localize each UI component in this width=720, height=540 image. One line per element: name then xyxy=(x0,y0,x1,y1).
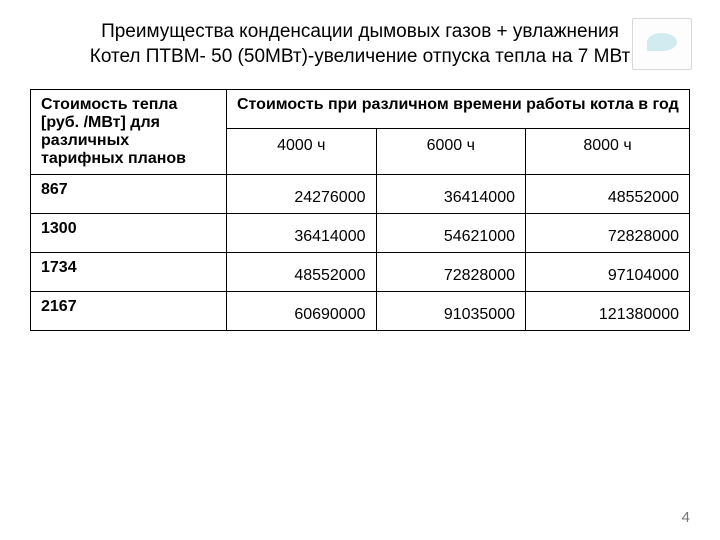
value-cell: 36414000 xyxy=(376,175,526,214)
value-cell: 48552000 xyxy=(526,175,690,214)
tariff-cell: 1300 xyxy=(31,214,227,253)
value-cell: 72828000 xyxy=(376,253,526,292)
tariff-cell: 2167 xyxy=(31,292,227,331)
value-cell: 36414000 xyxy=(227,214,377,253)
table-row: 1300 36414000 54621000 72828000 xyxy=(31,214,690,253)
slide-page: Преимущества конденсации дымовых газов +… xyxy=(0,0,720,540)
col-4000: 4000 ч xyxy=(227,128,377,174)
slide-title: Преимущества конденсации дымовых газов +… xyxy=(80,20,640,69)
value-cell: 54621000 xyxy=(376,214,526,253)
super-header: Стоимость при различном времени работы к… xyxy=(227,90,690,129)
cost-table: Стоимость тепла [руб. /МВт] для различны… xyxy=(30,89,690,331)
tariff-cell: 867 xyxy=(31,175,227,214)
col-8000: 8000 ч xyxy=(526,128,690,174)
value-cell: 72828000 xyxy=(526,214,690,253)
logo-box xyxy=(632,18,692,70)
table-row: 2167 60690000 91035000 121380000 xyxy=(31,292,690,331)
logo-mark-icon xyxy=(647,33,677,51)
page-number: 4 xyxy=(682,509,690,526)
value-cell: 91035000 xyxy=(376,292,526,331)
col-6000: 6000 ч xyxy=(376,128,526,174)
value-cell: 97104000 xyxy=(526,253,690,292)
table-row: 867 24276000 36414000 48552000 xyxy=(31,175,690,214)
tariff-cell: 1734 xyxy=(31,253,227,292)
value-cell: 24276000 xyxy=(227,175,377,214)
value-cell: 121380000 xyxy=(526,292,690,331)
value-cell: 60690000 xyxy=(227,292,377,331)
value-cell: 48552000 xyxy=(227,253,377,292)
table-header-row-1: Стоимость тепла [руб. /МВт] для различны… xyxy=(31,90,690,129)
table-row: 1734 48552000 72828000 97104000 xyxy=(31,253,690,292)
row-header-label: Стоимость тепла [руб. /МВт] для различны… xyxy=(31,90,227,175)
